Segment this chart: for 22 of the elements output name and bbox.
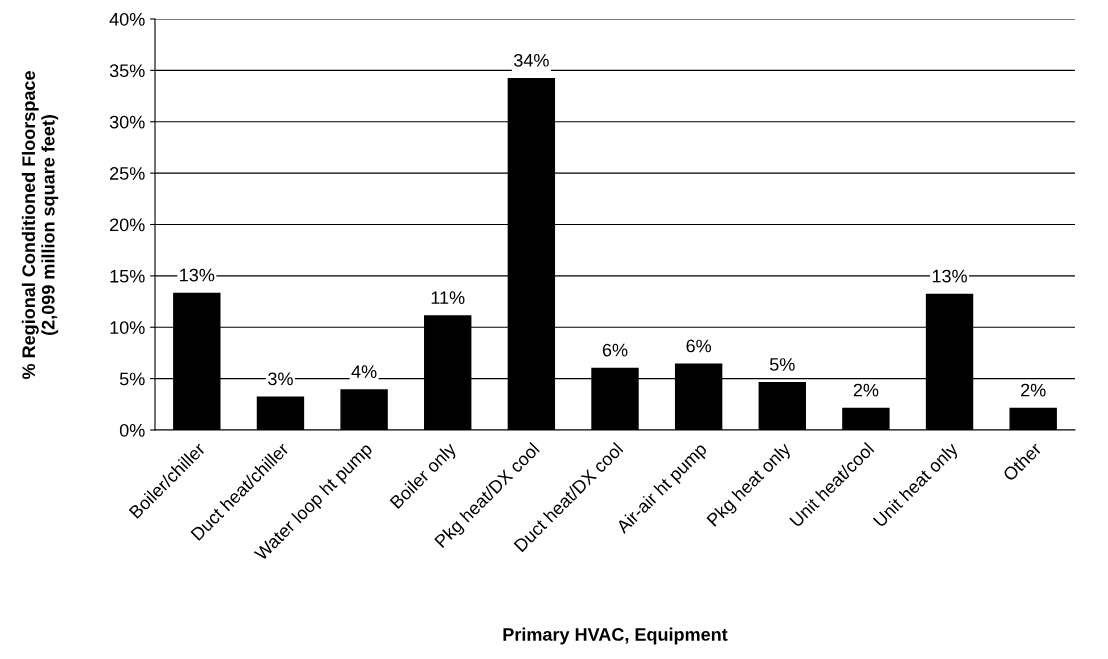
data-label: 6% <box>686 339 712 353</box>
data-label: 4% <box>351 365 377 378</box>
y-tick-label: 30% <box>109 115 145 129</box>
y-tick-label: 20% <box>110 218 145 232</box>
data-label: 6% <box>602 343 628 357</box>
y-tick-label: 5% <box>119 372 145 386</box>
y-tick-label: 15% <box>110 269 145 283</box>
y-tick-label: 0% <box>119 423 145 437</box>
y-tick-label: 40% <box>109 12 145 26</box>
y-tick-label: 10% <box>110 321 145 334</box>
data-label: 5% <box>769 358 795 371</box>
y-axis-title: % Regional Conditioned Floorspace (2,099 million square feet) <box>21 71 59 380</box>
data-label: 3% <box>268 372 293 386</box>
x-axis-title: Primary HVAC, Equipment <box>503 627 728 645</box>
data-label: 11% <box>431 291 465 304</box>
data-label: 2% <box>1021 383 1046 397</box>
data-label: 34% <box>513 53 549 67</box>
y-tick-label: 25% <box>110 167 145 180</box>
y-tick-label: 35% <box>109 64 145 78</box>
data-label: 2% <box>853 383 879 397</box>
data-label: 13% <box>932 269 967 283</box>
data-label: 13% <box>180 268 215 282</box>
